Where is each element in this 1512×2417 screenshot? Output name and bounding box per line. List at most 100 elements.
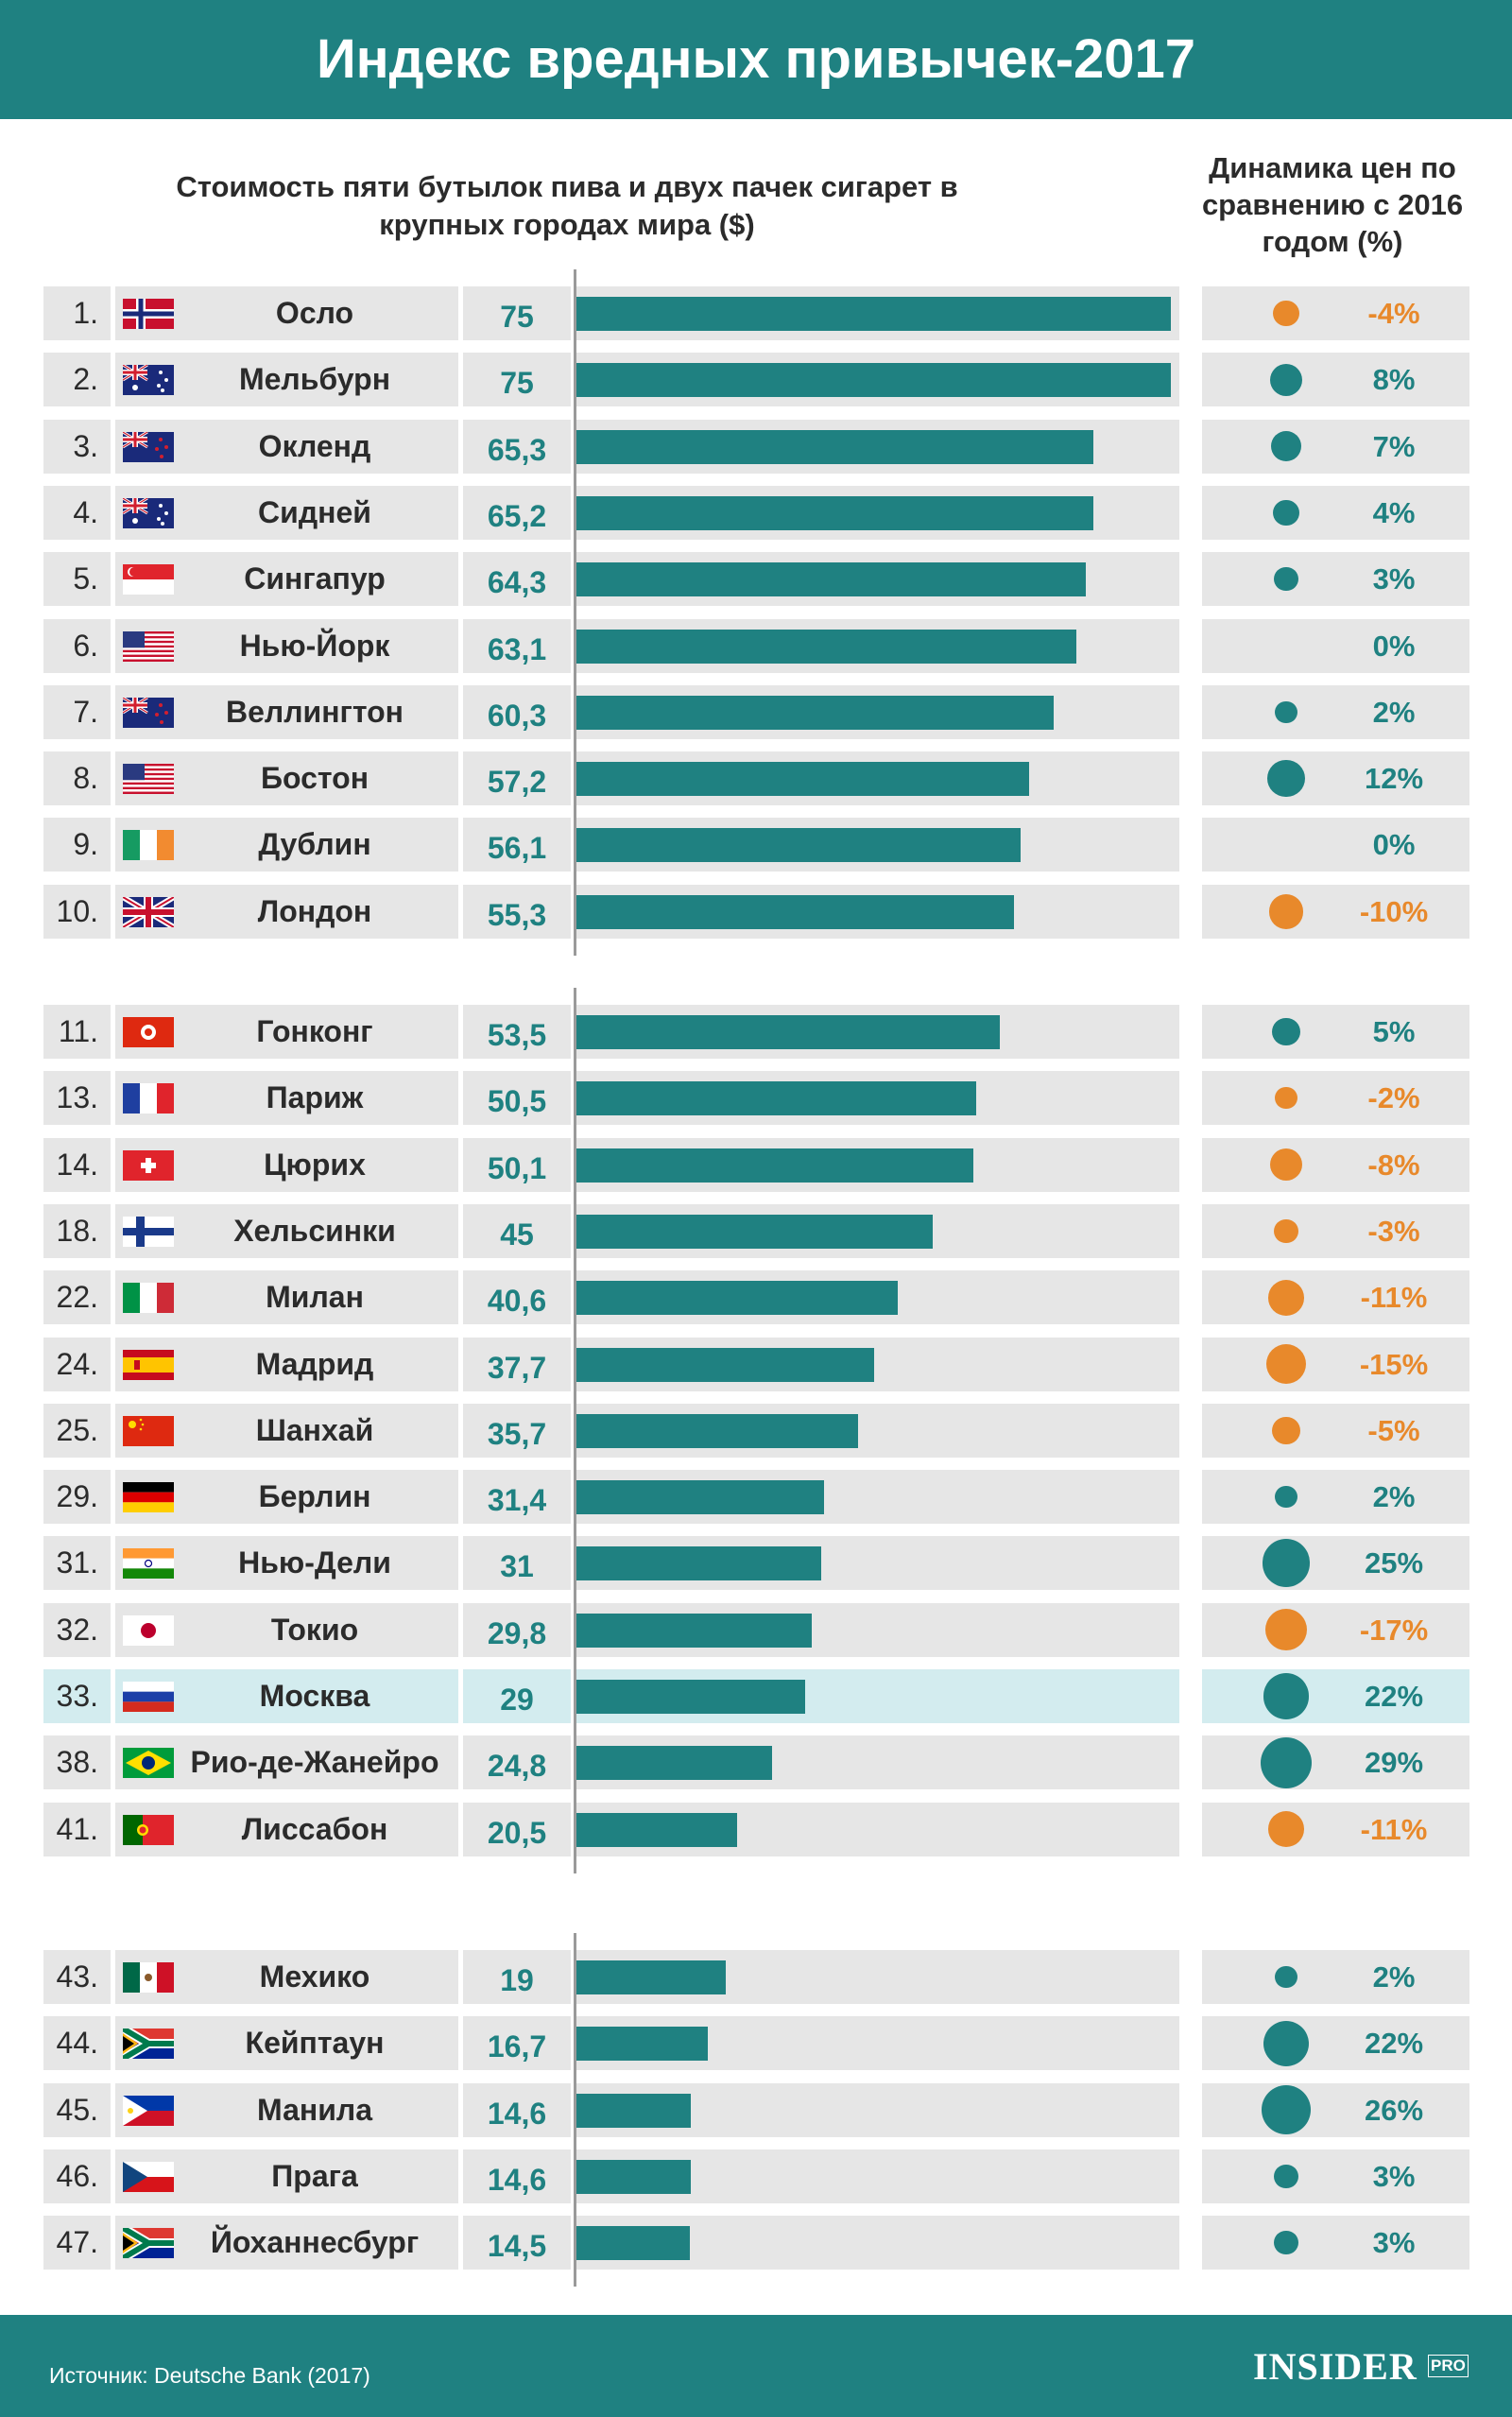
- change-cell: 5%: [1202, 1005, 1469, 1059]
- city-name: Осло: [275, 296, 354, 330]
- rank-label: 31.: [56, 1545, 98, 1580]
- city-cell: Лиссабон: [115, 1802, 458, 1856]
- rank-cell: 5.: [43, 552, 111, 607]
- value-cell: 63,1: [463, 618, 571, 673]
- value-bar: [575, 894, 1014, 929]
- table-row: 31. Нью-Дели 31 25%: [0, 1536, 1512, 1591]
- rank-label: 1.: [73, 296, 98, 330]
- change-label: -11%: [1360, 1281, 1428, 1315]
- change-dot: [1269, 1148, 1303, 1182]
- australia-flag: [122, 496, 174, 528]
- value-label: 29: [500, 1683, 534, 1717]
- rank-label: 44.: [56, 2026, 98, 2061]
- rank-label: 6.: [73, 628, 98, 663]
- rank-label: 46.: [56, 2158, 98, 2193]
- city-cell: Хельсинки: [115, 1203, 458, 1258]
- change-dot: [1265, 1343, 1307, 1385]
- rank-cell: 24.: [43, 1337, 111, 1391]
- city-cell: Веллингтон: [115, 684, 458, 739]
- change-label: -3%: [1367, 1214, 1420, 1248]
- city-name: Хельсинки: [233, 1213, 396, 1248]
- change-cell: 26%: [1202, 2082, 1469, 2137]
- city-name: Париж: [266, 1080, 364, 1115]
- bar-cell: [575, 286, 1179, 340]
- singapore-flag: [123, 564, 174, 596]
- rank-label: 9.: [73, 827, 98, 862]
- value-label: 65,2: [487, 498, 547, 533]
- rank-label: 10.: [56, 893, 98, 928]
- value-cell: 55,3: [463, 884, 571, 939]
- change-cell: 7%: [1202, 419, 1469, 474]
- china-flag: [123, 1415, 174, 1446]
- change-label: 22%: [1364, 2027, 1424, 2061]
- change-dot: [1275, 700, 1297, 723]
- change-cell: -5%: [1202, 1403, 1469, 1458]
- value-label: 35,7: [487, 1416, 547, 1451]
- bar-cell: [575, 1403, 1179, 1458]
- value-cell: 45: [463, 1203, 571, 1258]
- value-bar: [575, 429, 1093, 464]
- change-label: 26%: [1364, 2093, 1424, 2127]
- change-dot: [1273, 300, 1299, 327]
- value-bar: [575, 1413, 858, 1448]
- rank-cell: 18.: [43, 1203, 111, 1258]
- bar-cell: [575, 2149, 1179, 2203]
- change-subtitle: Динамика цен по сравнению с 2016 годом (…: [1201, 151, 1464, 258]
- new-zealand-flag: [122, 696, 174, 728]
- value-cell: 50,1: [463, 1137, 571, 1192]
- city-cell: Нью-Дели: [115, 1536, 458, 1591]
- new-zealand-flag: [122, 430, 174, 462]
- value-label: 19: [500, 1963, 534, 1997]
- norway-flag: [123, 299, 174, 329]
- change-label: 12%: [1364, 762, 1424, 796]
- rank-cell: 6.: [43, 618, 111, 673]
- price-subtitle: Стоимость пяти бутылок пива и двух пачек…: [176, 170, 958, 241]
- spain-flag: [123, 1349, 174, 1380]
- change-cell: -3%: [1202, 1203, 1469, 1258]
- value-bar: [575, 2093, 691, 2128]
- table-row: 1. Осло 75 -4%: [0, 286, 1512, 340]
- value-cell: 31: [463, 1536, 571, 1591]
- city-name: Прага: [271, 2158, 358, 2193]
- rank-cell: 46.: [43, 2149, 111, 2203]
- bar-axis-line: [574, 1933, 576, 2288]
- rank-label: 2.: [73, 362, 98, 397]
- value-bar: [575, 1148, 973, 1183]
- change-cell: 12%: [1202, 751, 1469, 806]
- table-row: 13. Париж 50,5 -2%: [0, 1071, 1512, 1126]
- portugal-flag: [123, 1814, 174, 1845]
- change-label: 25%: [1364, 1546, 1424, 1580]
- japan-flag: [123, 1614, 174, 1646]
- city-cell: Сидней: [115, 485, 458, 540]
- value-bar: [575, 1546, 821, 1581]
- logo-pro-badge: PRO: [1428, 2355, 1469, 2377]
- rank-label: 7.: [73, 694, 98, 729]
- city-name: Йоханнесбург: [210, 2225, 420, 2260]
- value-label: 14,6: [487, 2162, 547, 2197]
- rank-label: 13.: [56, 1080, 98, 1115]
- bar-cell: [575, 751, 1179, 806]
- rank-cell: 2.: [43, 353, 111, 407]
- change-label: 22%: [1364, 1680, 1424, 1713]
- change-label: -2%: [1367, 1081, 1420, 1115]
- change-dot: [1268, 1811, 1304, 1848]
- source-note: Источник: Deutsche Bank (2017): [49, 2363, 370, 2388]
- value-label: 75: [500, 300, 534, 334]
- value-cell: 50,5: [463, 1071, 571, 1126]
- value-cell: 53,5: [463, 1005, 571, 1059]
- uk-flag: [121, 894, 176, 930]
- finland-flag: [123, 1216, 174, 1247]
- ireland-flag: [123, 830, 174, 861]
- rank-cell: 22.: [43, 1270, 111, 1325]
- change-cell: -11%: [1202, 1802, 1469, 1856]
- change-dot: [1275, 1486, 1297, 1509]
- city-cell: Лондон: [115, 884, 458, 939]
- change-dot: [1262, 1539, 1311, 1588]
- city-name: Москва: [259, 1679, 370, 1713]
- rank-label: 8.: [73, 761, 98, 796]
- change-cell: 2%: [1202, 1950, 1469, 2004]
- table-row: 24. Мадрид 37,7 -15%: [0, 1337, 1512, 1391]
- rank-cell: 38.: [43, 1735, 111, 1790]
- city-cell: Кейптаун: [115, 2016, 458, 2071]
